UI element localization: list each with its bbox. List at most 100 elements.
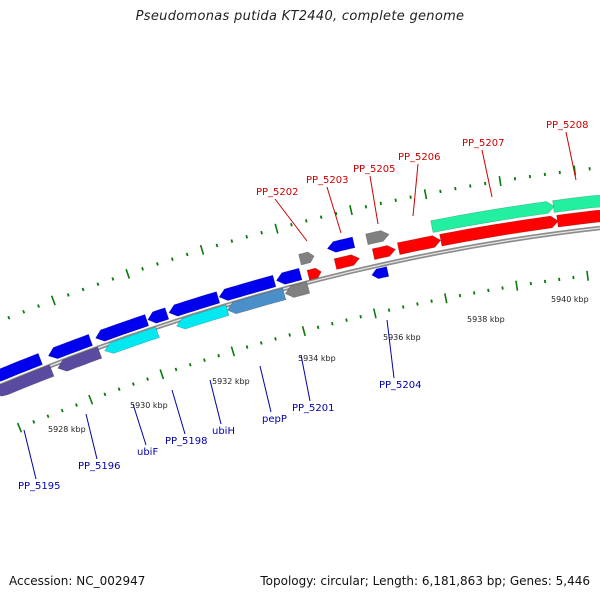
leader-line [132,403,147,446]
gene-arrow-pp-5203-blue [326,236,356,253]
minor-tick [484,181,487,186]
minor-tick [7,315,11,320]
leader-line [85,413,98,460]
minor-tick [288,333,291,337]
major-tick [423,189,428,200]
minor-tick [260,230,263,235]
scale-ticks: 5928 kbp 5930 kbp 5932 kbp 5934 kbp 5936 kbp… [7,165,591,434]
gene-arrow-small-rev [147,307,170,324]
kbp-tick-label: 5940 kbp [551,295,589,304]
gene-arrow-ubif [95,314,150,342]
minor-tick [66,293,70,297]
kbp-tick-label: 5936 kbp [383,333,421,342]
major-tick [349,205,353,216]
major-tick [125,268,131,279]
gene-arrow-pp-5202 [306,267,322,281]
gene-label-reverse: ubiH [212,426,235,437]
minor-tick [359,314,362,319]
minor-tick [96,282,100,286]
minor-tick [259,341,263,345]
minor-tick [22,310,26,314]
minor-tick [458,293,462,298]
minor-tick [319,215,323,219]
accession-text: Accession: NC_002947 [9,574,146,588]
minor-tick [274,337,277,341]
leader-line [326,186,342,234]
leader-line [369,175,379,225]
gene-arrow-pp-5208 [556,209,600,228]
major-tick [372,308,377,319]
leader-line [209,379,222,425]
major-tick [498,175,502,187]
cds-arrow-pp-5201 [284,281,311,298]
minor-tick [111,277,115,281]
minor-tick [394,198,397,202]
minor-tick [331,321,334,326]
gene-label-reverse: ubiF [137,447,158,458]
minor-tick [472,291,476,295]
minor-tick [430,299,433,303]
major-tick [50,295,56,306]
gene-label-forward: PP_5203 [306,175,349,186]
gene-label-forward: PP_5208 [546,120,589,131]
gene-arrow-ubih [218,274,277,301]
minor-tick [305,219,308,223]
leader-line [300,354,311,402]
gene-label-forward: PP_5205 [353,164,396,175]
minor-tick [387,308,391,312]
minor-tick [81,287,85,292]
gene-arrow-pp-5207 [439,215,559,247]
leader-line [412,163,419,217]
minor-tick [188,362,192,367]
kbp-tick-label: 5930 kbp [130,401,168,410]
gene-label-forward: PP_5207 [462,138,505,149]
minor-tick [409,195,412,199]
leader-line [274,198,308,242]
minor-tick [487,288,490,293]
minor-tick [170,257,174,261]
kbp-tick-label: 5934 kbp [298,354,336,363]
gene-arrow-pp-5195 [0,353,43,382]
minor-tick [203,358,206,362]
gene-arrow-pp-5203 [333,254,360,270]
major-tick [199,244,205,255]
major-tick [444,293,448,304]
leader-line [171,389,186,435]
minor-tick [245,235,249,239]
label-leaders [23,131,577,480]
minor-tick [141,267,144,271]
gene-arrow-pepp [275,267,303,285]
minor-tick [146,377,149,381]
gene-arrow-pp-5202-grey [298,251,315,266]
gene-arrow-pp-5206 [396,235,442,255]
kbp-tick-label: 5932 kbp [212,377,250,386]
map-title: Pseudomonas putida KT2440, complete geno… [135,9,465,24]
minor-tick [316,325,320,330]
minor-tick [416,302,419,306]
gene-label-reverse: PP_5196 [78,461,121,472]
cds-arrow-pp-5195 [0,364,55,397]
gene-arrow-pp-5205-grey [365,230,390,246]
minor-tick [334,211,338,216]
leader-line [23,429,37,480]
major-tick [586,270,589,281]
minor-tick [156,262,159,266]
cds-arrow-pp-5196 [57,346,103,372]
cds-arrow-ubif [104,326,160,354]
major-tick [16,422,23,433]
major-tick [301,326,306,337]
minor-tick [117,387,121,391]
major-tick [515,280,519,291]
minor-tick [469,184,472,188]
gene-arrow-pp-5205 [371,245,396,260]
minor-tick [215,243,219,248]
leader-line [259,365,272,413]
kbp-tick-label: 5928 kbp [48,425,86,434]
gene-label-forward: PP_5206 [398,152,441,163]
leader-line [386,319,395,379]
gene-label-reverse: PP_5204 [379,380,422,391]
kbp-tick-label: 5938 kbp [467,315,505,324]
minor-tick [60,408,64,413]
minor-tick [454,186,457,191]
